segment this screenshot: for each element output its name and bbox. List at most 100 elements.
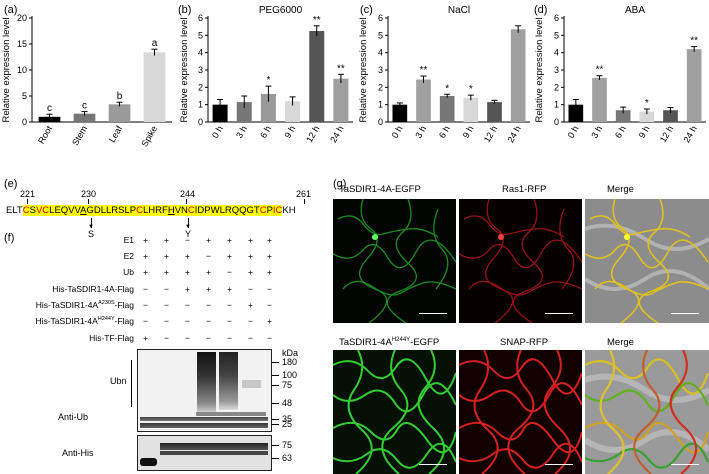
x-tick-label-c-5: 24 h xyxy=(505,124,522,144)
x-tick-label-d-4: 12 h xyxy=(658,124,675,144)
y-tick-label-a: 10 xyxy=(17,65,27,75)
anti-ub-label: Anti-Ub xyxy=(58,412,89,422)
reaction-row-label: His-TaSDIR1-4AH244Y-Flag xyxy=(35,316,134,326)
y-tick-label-d: 5 xyxy=(554,30,559,40)
reaction-sign: + xyxy=(248,251,253,261)
kda-marker: 48 xyxy=(282,398,293,408)
x-tick-label-c-3: 9 h xyxy=(461,124,476,140)
chart-title-d: ABA xyxy=(625,5,645,16)
ubn-label: Ubn xyxy=(110,376,127,386)
chart-b: PEG6000 Relative expression level 0 1 2 3 4 5 6 0… xyxy=(179,5,353,144)
y-tick-label-c: 4 xyxy=(378,48,383,58)
y-tick-label-c: 1 xyxy=(378,100,383,110)
significance-b-4: ** xyxy=(313,15,321,26)
position-261: 261 xyxy=(296,189,312,199)
x-tick-label-c-4: 12 h xyxy=(482,124,499,144)
label-h244y-egfp: TaSDIR1-4AH244Y-EGFP xyxy=(339,337,440,349)
reaction-sign: + xyxy=(143,251,148,261)
reaction-row-label: Ub xyxy=(123,267,134,277)
reaction-sign: − xyxy=(267,300,272,310)
reaction-sign: + xyxy=(143,267,148,277)
bar-b-3 xyxy=(285,101,301,122)
reaction-sign: − xyxy=(143,284,148,294)
y-tick-label-a: 15 xyxy=(17,39,27,49)
x-tick-label-b-3: 9 h xyxy=(282,124,297,140)
panel-label-f: (f) xyxy=(4,232,15,244)
significance-d-1: ** xyxy=(596,65,604,76)
reaction-sign: + xyxy=(206,284,211,294)
reaction-sign: − xyxy=(267,333,272,343)
reaction-sign: + xyxy=(206,235,211,245)
kda-marker: 63 xyxy=(282,453,293,463)
bar-c-1 xyxy=(416,79,431,122)
y-tick-label-d: 6 xyxy=(554,13,559,23)
x-tick-label-b-2: 6 h xyxy=(258,124,273,140)
panel-label-d: (d) xyxy=(534,4,548,16)
reaction-sign: − xyxy=(164,300,169,310)
reaction-sign: + xyxy=(248,235,253,245)
bar-d-2 xyxy=(615,110,631,122)
y-tick-label-b: 2 xyxy=(198,82,203,92)
reaction-sign: − xyxy=(206,333,211,343)
substitution-s: S xyxy=(88,229,95,239)
y-tick-label-c: 2 xyxy=(378,82,383,92)
kda-marker: 100 xyxy=(282,370,298,380)
reaction-sign: − xyxy=(185,235,190,245)
image-merge-top xyxy=(585,199,709,323)
bar-c-5 xyxy=(510,29,526,123)
panel-label-g: (g) xyxy=(333,178,347,190)
reaction-sign: − xyxy=(267,284,272,294)
reaction-row-label: His-TaSDIR1-4AA230S-Flag xyxy=(35,300,134,310)
anti-his-label: Anti-His xyxy=(62,448,94,458)
reaction-sign: + xyxy=(164,251,169,261)
x-tick-label-d-0: 0 h xyxy=(566,124,581,140)
bar-b-4 xyxy=(309,31,325,122)
panel-label-e: (e) xyxy=(4,178,18,190)
reaction-sign: + xyxy=(248,300,253,310)
reaction-sign: − xyxy=(248,284,253,294)
bar-c-4 xyxy=(487,102,502,122)
significance-b-2: * xyxy=(266,75,270,86)
bar-c-2 xyxy=(439,96,455,122)
reaction-sign: + xyxy=(227,251,232,261)
chart-title-b: PEG6000 xyxy=(259,5,303,16)
reaction-row-label: His-TF-Flag xyxy=(89,333,134,343)
image-egfp-top xyxy=(333,199,456,323)
y-axis-label-b: Relative expression level xyxy=(179,17,190,122)
x-tick-label-d-1: 3 h xyxy=(589,124,604,140)
x-tick-label-b-1: 3 h xyxy=(234,124,249,140)
image-merge-bottom xyxy=(585,350,709,474)
kda-marker: 25 xyxy=(282,419,293,429)
reaction-sign: − xyxy=(206,251,211,261)
anti-his-blot xyxy=(137,435,272,471)
x-tick-label-d-5: 24 h xyxy=(681,124,698,144)
significance-a-1: c xyxy=(82,101,87,112)
reaction-sign: − xyxy=(248,333,253,343)
x-tick-label-b-5: 24 h xyxy=(328,124,345,144)
x-tick-label-d-3: 9 h xyxy=(637,124,652,140)
significance-a-0: c xyxy=(47,103,52,114)
label-tasdir1-egfp: TaSDIR1-4A-EGFP xyxy=(339,184,421,195)
reaction-sign: − xyxy=(185,333,190,343)
reaction-sign: − xyxy=(185,300,190,310)
y-tick-label-c: 6 xyxy=(378,13,383,23)
significance-c-3: * xyxy=(469,84,473,95)
y-axis-label-a: Relative expression level xyxy=(1,17,12,122)
reaction-sign: − xyxy=(227,333,232,343)
significance-a-2: b xyxy=(117,91,123,102)
kda-marker: 75 xyxy=(282,380,293,390)
kda-marker: 75 xyxy=(282,440,293,450)
x-tick-label-b-4: 12 h xyxy=(304,124,321,144)
bar-d-0 xyxy=(568,104,584,122)
x-tick-label-d-2: 6 h xyxy=(613,124,628,140)
substitution-y: Y xyxy=(185,229,192,239)
reaction-sign: + xyxy=(206,267,211,277)
chart-c: NaCl Relative expression level 0 1 2 3 4 5 6 0 h *… xyxy=(358,5,530,144)
label-ras1-rfp: Ras1-RFP xyxy=(502,184,547,195)
reaction-sign: + xyxy=(248,267,253,277)
y-tick-label-d: 1 xyxy=(554,100,559,110)
label-merge-bottom: Merge xyxy=(607,337,634,348)
y-tick-label-b: 6 xyxy=(198,13,203,23)
x-tick-label-a-3: Spike xyxy=(139,124,159,148)
